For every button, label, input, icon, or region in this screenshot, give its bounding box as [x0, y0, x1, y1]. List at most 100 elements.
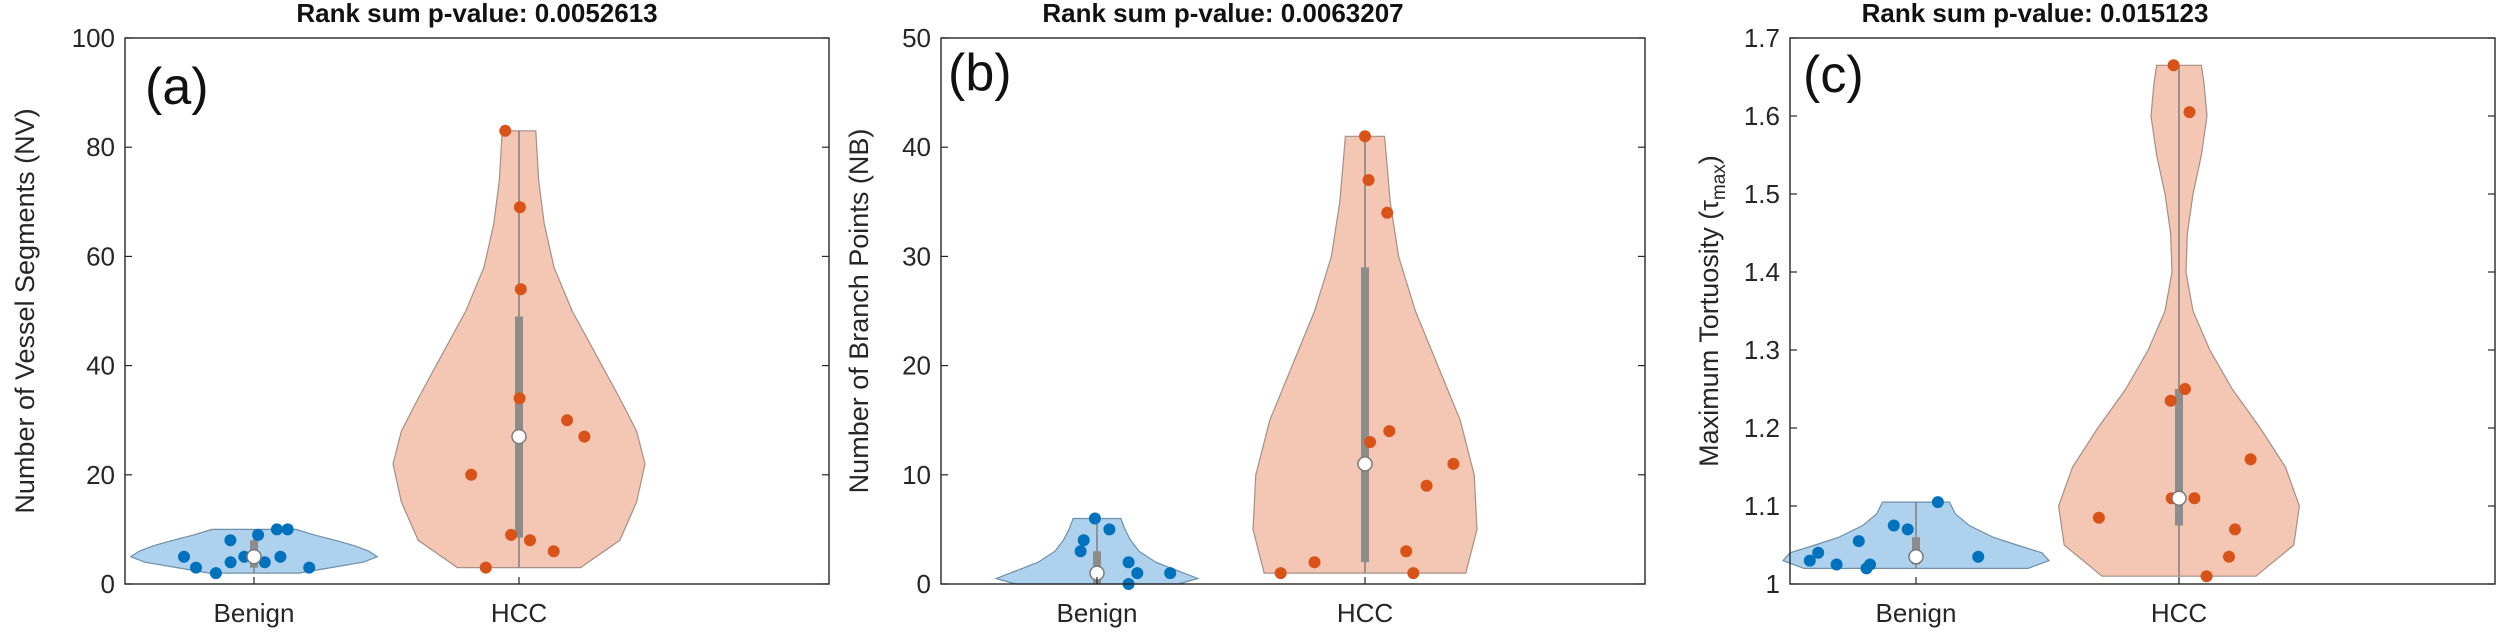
panel-a-ylabel: Number of Vessel Segments (NV): [10, 108, 40, 513]
data-point-hcc: [2229, 523, 2241, 536]
data-point-benign: [1812, 546, 1825, 559]
data-point-benign: [252, 528, 265, 541]
data-point-hcc: [514, 283, 527, 296]
median-marker-benign: [246, 548, 262, 565]
panel-b-yticks: 0 10 20 30 40 50: [902, 23, 1645, 599]
data-point-hcc: [499, 124, 512, 137]
data-point-benign: [1852, 535, 1865, 548]
y-tick-label: 20: [86, 460, 115, 490]
data-point-benign: [258, 556, 271, 569]
y-tick-label: 40: [902, 132, 931, 162]
panel-a-title: Rank sum p-value: 0.0052613: [296, 0, 657, 28]
data-point-benign: [1131, 567, 1144, 580]
data-point-benign: [1901, 523, 1914, 536]
iqr-box-hcc: [515, 316, 523, 538]
y-tick-label: 1.1: [1744, 491, 1780, 521]
data-point-hcc: [2179, 383, 2191, 395]
panel-c-title: Rank sum p-value: 0.015123: [1862, 0, 2209, 28]
data-point-hcc: [465, 468, 478, 481]
panel-a-xticks: Benign HCC: [214, 577, 547, 628]
data-point-hcc: [2223, 550, 2235, 563]
data-point-hcc: [2164, 394, 2177, 407]
data-point-hcc: [547, 545, 560, 558]
data-point-hcc: [479, 561, 492, 574]
data-point-hcc: [2092, 511, 2105, 524]
data-point-hcc: [578, 430, 591, 443]
data-point-hcc: [1381, 206, 1394, 219]
panel-c-yticks: 1 1.1 1.2 1.3 1.4 1.5 1.6 1.7: [1744, 23, 2495, 599]
y-tick-label: 40: [86, 351, 115, 381]
y-tick-label: 10: [902, 460, 931, 490]
data-point-benign: [1803, 554, 1816, 567]
x-tick-label-hcc: HCC: [1337, 598, 1393, 628]
data-point-hcc: [1420, 479, 1433, 492]
panel-b-axes-box: [940, 37, 1646, 585]
data-point-benign: [224, 556, 237, 569]
data-point-hcc: [1308, 556, 1321, 569]
x-tick-label-benign: Benign: [1057, 598, 1138, 628]
panel-b-plot: [994, 130, 1478, 590]
data-point-hcc: [1274, 567, 1287, 580]
data-point-hcc: [2183, 106, 2196, 119]
panel-a: Rank sum p-value: 0.0052613 (a) 0 20 40 60 8…: [10, 0, 830, 628]
data-point-hcc: [2188, 492, 2201, 505]
data-point-benign: [274, 550, 287, 563]
data-point-hcc: [1407, 567, 1420, 580]
data-point-hcc: [2167, 59, 2180, 72]
data-point-benign: [1122, 556, 1135, 569]
data-point-hcc: [513, 392, 526, 405]
panel-c-ylabel: Maximum Tortuosity (τmax): [1694, 155, 1730, 467]
y-tick-label: 1.3: [1744, 335, 1780, 365]
data-point-hcc: [1447, 457, 1460, 470]
panel-a-yticks: 0 20 40 60 80 100: [72, 23, 829, 599]
y-tick-label: 100: [72, 23, 115, 53]
y-tick-label: 1.4: [1744, 257, 1780, 287]
y-tick-label: 0: [101, 569, 115, 599]
data-point-benign: [1074, 545, 1087, 558]
y-tick-label: 1: [1766, 569, 1780, 599]
x-tick-label-hcc: HCC: [2151, 598, 2207, 628]
data-point-hcc: [505, 528, 518, 541]
median-marker-hcc: [1357, 456, 1373, 472]
data-point-hcc: [1383, 425, 1396, 438]
data-point-benign: [1077, 534, 1090, 547]
panel-b-title: Rank sum p-value: 0.0063207: [1042, 0, 1403, 28]
data-point-benign: [1103, 523, 1116, 536]
data-point-hcc: [2200, 570, 2213, 583]
data-point-hcc: [2244, 453, 2257, 466]
data-point-benign: [178, 550, 190, 563]
y-tick-label: 20: [902, 351, 931, 381]
data-point-benign: [1088, 512, 1101, 525]
panel-c-plot: [1781, 59, 2301, 583]
panel-c-axes-box: [1789, 37, 2496, 585]
data-point-hcc: [1362, 174, 1375, 186]
x-tick-label-benign: Benign: [214, 598, 295, 628]
panel-b-label: (b): [948, 44, 1012, 102]
data-point-benign: [1931, 496, 1944, 509]
median-marker-benign: [1908, 548, 1924, 565]
data-point-hcc: [1400, 545, 1413, 558]
panel-b-xticks: Benign HCC: [1057, 577, 1393, 628]
data-point-benign: [270, 523, 283, 536]
data-point-benign: [281, 523, 294, 536]
y-tick-label: 80: [86, 132, 115, 162]
y-tick-label: 0: [917, 569, 931, 599]
panel-c-xticks: Benign HCC: [1876, 577, 2207, 628]
iqr-box-hcc: [2175, 389, 2183, 526]
data-point-hcc: [524, 534, 536, 547]
median-marker-hcc: [2171, 490, 2187, 506]
y-tick-label: 1.7: [1744, 23, 1780, 53]
data-point-benign: [303, 561, 316, 574]
data-point-benign: [209, 567, 222, 580]
data-point-benign: [224, 534, 237, 547]
y-tick-label: 1.6: [1744, 101, 1780, 131]
panel-a-axes-box: [124, 37, 830, 585]
median-marker-hcc: [511, 428, 527, 445]
data-point-benign: [190, 561, 202, 574]
panel-c: Rank sum p-value: 0.015123 (c) 1 1.1 1.2 1.…: [1694, 0, 2496, 628]
x-tick-label-benign: Benign: [1876, 598, 1957, 628]
x-tick-label-hcc: HCC: [491, 598, 547, 628]
data-point-hcc: [513, 201, 526, 214]
y-tick-label: 50: [902, 23, 931, 53]
